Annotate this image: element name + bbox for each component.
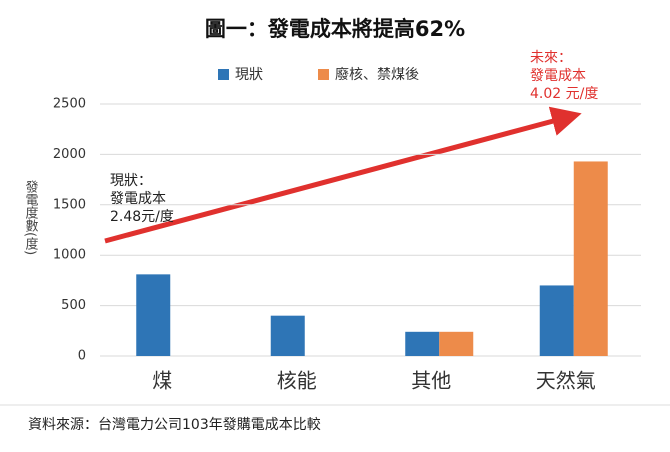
annotation: 2.48元/度	[110, 209, 174, 225]
annotation: 4.02 元/度	[530, 86, 598, 102]
y-tick-label: 500	[61, 298, 86, 313]
bar	[270, 315, 305, 356]
y-tick-label: 0	[78, 349, 86, 364]
y-axis-title: 發電度數(度)	[23, 180, 39, 255]
bar	[405, 331, 440, 356]
annotation: 發電成本	[530, 68, 586, 84]
bar	[439, 331, 474, 356]
bar	[573, 161, 608, 356]
trend-arrow	[104, 106, 582, 244]
bar	[136, 274, 171, 356]
x-tick-label: 核能	[277, 369, 317, 393]
y-tick-label: 2500	[53, 97, 86, 112]
y-tick-label: 1500	[53, 197, 86, 212]
chart-title: 圖一：發電成本將提高62%	[205, 17, 465, 41]
annotation: 現狀：	[110, 173, 152, 189]
y-tick-label: 1000	[53, 248, 86, 263]
source-note: 資料來源：台灣電力公司103年發購電成本比較	[28, 417, 321, 433]
x-tick-label: 煤	[152, 369, 172, 393]
x-tick-label: 天然氣	[536, 369, 596, 393]
legend-label: 廢核、禁煤後	[335, 66, 419, 83]
y-tick-label: 2000	[53, 147, 86, 162]
x-tick-label: 其他	[411, 369, 451, 393]
annotation: 發電成本	[110, 191, 166, 207]
annotation: 未來：	[530, 50, 572, 66]
legend-swatch	[218, 69, 229, 80]
bar	[539, 285, 574, 356]
legend-label: 現狀	[235, 67, 263, 83]
legend-swatch	[318, 69, 329, 80]
